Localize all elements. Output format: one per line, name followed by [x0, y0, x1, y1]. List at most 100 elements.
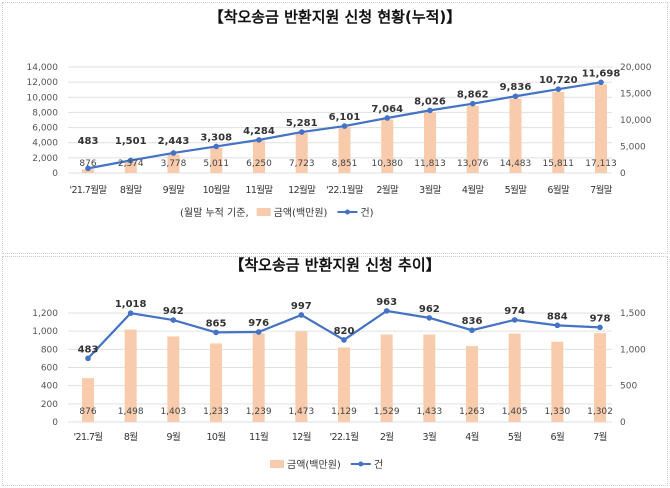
- bar-data-label: 7,064: [371, 104, 403, 115]
- legend-line-marker: [358, 461, 364, 467]
- line-point: [469, 100, 476, 107]
- line-data-label: 11,813: [414, 159, 446, 169]
- bar-data-label: 978: [590, 313, 611, 324]
- bar-data-label: 974: [504, 306, 525, 317]
- category-label: 10월: [206, 431, 225, 443]
- legend-line-label: 건): [360, 207, 373, 219]
- line-data-label: 1,473: [288, 407, 314, 417]
- y-left-tick-label: 8,000: [32, 108, 58, 118]
- category-label: 7월말: [590, 184, 613, 196]
- category-label: '21.7월말: [69, 184, 107, 196]
- bar-data-label: 6,101: [329, 112, 361, 123]
- category-label: 11월: [249, 431, 268, 443]
- y-left-tick-label: 6,000: [32, 124, 58, 134]
- y-left-tick-label: 600: [41, 364, 58, 374]
- line-data-label: 1,529: [374, 407, 400, 417]
- category-label: 2월말: [376, 184, 399, 196]
- line-data-label: 1,433: [416, 407, 442, 417]
- bar: [210, 147, 223, 173]
- line-point: [170, 150, 177, 156]
- bar-data-label: 2,443: [158, 136, 190, 147]
- line-point: [555, 86, 562, 93]
- bar-data-label: 1,018: [115, 299, 147, 310]
- bar-data-label: 483: [78, 344, 99, 355]
- chart-title: 【착오송금 반환지원 신청 추이】: [229, 256, 440, 274]
- y-left-tick-label: 0: [52, 418, 58, 428]
- line-point: [426, 315, 433, 321]
- bar-data-label: 884: [547, 311, 568, 322]
- y-left-tick-label: 0: [52, 169, 58, 179]
- bar: [551, 341, 564, 422]
- category-label: 4월말: [462, 184, 485, 196]
- line-data-label: 3,778: [161, 159, 187, 169]
- bar: [424, 112, 436, 173]
- line-data-label: 6,250: [246, 159, 272, 169]
- y-left-tick-label: 400: [41, 382, 58, 392]
- bar: [82, 378, 94, 422]
- line-data-label: 13,076: [457, 159, 489, 169]
- category-label: '21.7월: [74, 431, 103, 443]
- y-left-tick-label: 800: [41, 345, 58, 355]
- y-left-tick-label: 14,000: [27, 63, 59, 73]
- line-data-label: 2,374: [118, 159, 144, 169]
- line-point: [255, 329, 262, 335]
- bar: [82, 169, 94, 173]
- category-label: 5월: [508, 431, 522, 443]
- y-right-tick-label: 20,000: [620, 63, 652, 73]
- category-label: 3월말: [419, 184, 442, 196]
- bar: [167, 154, 180, 173]
- line-point: [341, 123, 348, 129]
- line-point: [213, 329, 219, 336]
- line-point: [213, 143, 220, 150]
- category-label: 3월: [423, 431, 437, 443]
- bar-data-label: 1,501: [115, 136, 147, 147]
- line-point: [554, 322, 561, 329]
- y-left-tick-label: 200: [41, 400, 58, 410]
- line-point: [597, 324, 603, 331]
- bar-data-label: 963: [376, 297, 397, 308]
- bar: [466, 346, 478, 422]
- legend-bar-swatch: [270, 460, 284, 468]
- monthly-panel: [2, 256, 668, 486]
- line-data-label: 1,498: [118, 407, 144, 417]
- legend-bar-label: 금액(백만원): [287, 459, 341, 471]
- bar-data-label: 4,284: [243, 126, 275, 137]
- y-right-tick-label: 10,000: [620, 116, 652, 126]
- bar: [338, 347, 350, 422]
- bar-data-label: 10,720: [539, 75, 578, 86]
- y-right-tick-label: 15,000: [620, 90, 652, 100]
- legend-bar-label: 금액(백만원): [274, 207, 328, 219]
- category-label: '22.1월: [330, 431, 359, 443]
- bar: [595, 84, 607, 173]
- line-point: [383, 308, 390, 314]
- y-right-tick-label: 1,000: [620, 345, 646, 355]
- chart-title: 【착오송금 반환지원 신청 현황(누적)】: [209, 8, 462, 26]
- line-data-label: 1,302: [587, 407, 613, 417]
- line-point: [469, 327, 475, 334]
- bar: [253, 140, 265, 173]
- line-data-label: 876: [79, 159, 96, 169]
- bar: [167, 336, 180, 422]
- line-data-label: 1,403: [160, 407, 186, 417]
- bar-data-label: 997: [291, 301, 312, 312]
- line-data-label: 14,483: [500, 159, 532, 169]
- y-left-tick-label: 1,000: [32, 327, 58, 337]
- line-data-label: 1,233: [203, 407, 229, 417]
- bar-data-label: 976: [248, 318, 269, 329]
- bar-data-label: 3,308: [200, 132, 232, 143]
- line-point: [127, 157, 134, 164]
- bar: [124, 161, 137, 173]
- bar-data-label: 11,698: [582, 68, 621, 79]
- line-data-label: 8,851: [332, 159, 358, 169]
- category-label: 8월말: [120, 184, 143, 196]
- line-point: [511, 317, 518, 323]
- category-label: 9월: [167, 431, 181, 443]
- legend-bar-swatch: [256, 208, 271, 216]
- y-right-tick-label: 1,500: [620, 309, 646, 319]
- line-data-label: 1,330: [544, 407, 570, 417]
- line-data-label: 1,239: [246, 407, 272, 417]
- category-label: 6월말: [547, 184, 570, 196]
- line-data-label: 1,263: [459, 407, 485, 417]
- line-point: [298, 312, 305, 318]
